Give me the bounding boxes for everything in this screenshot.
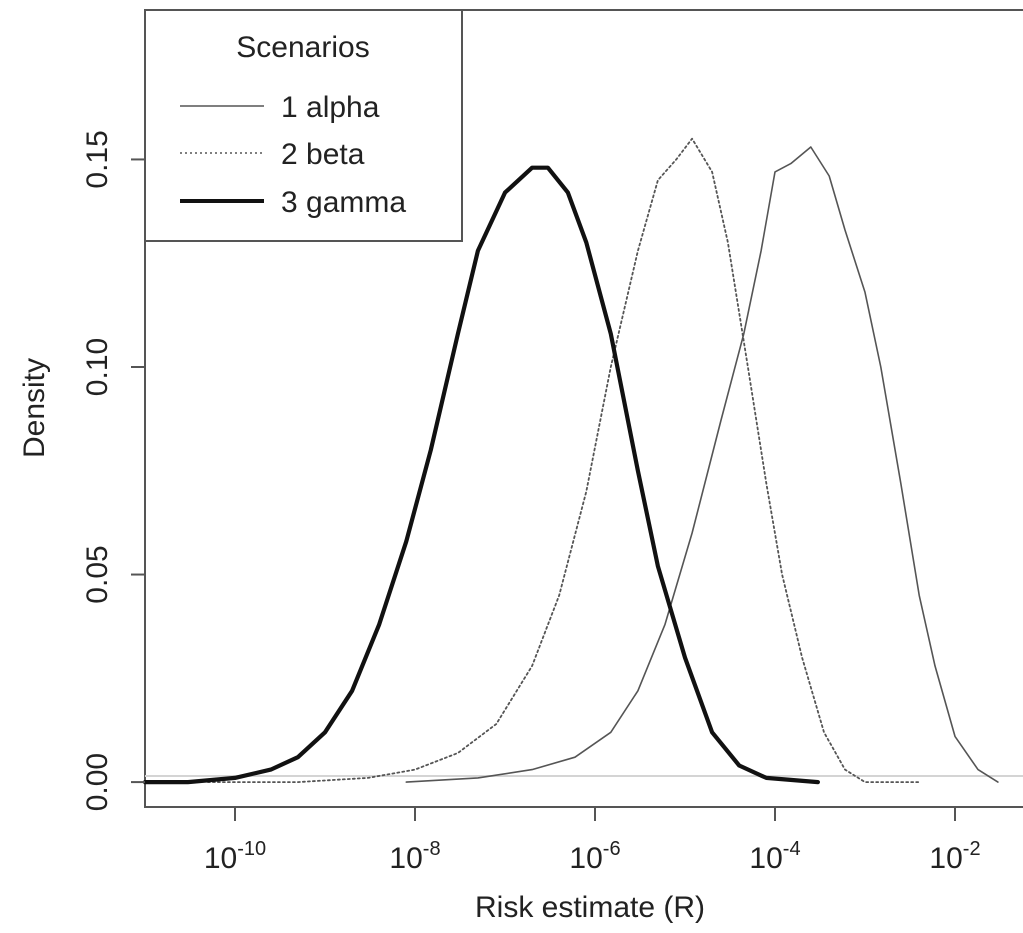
legend: Scenarios 1 alpha 2 beta 3 gamma [144,9,463,242]
x-tick-exponent: -6 [603,838,621,860]
x-tick-label: 10-10 [204,838,266,875]
y-tick-label: 0.00 [81,753,114,811]
series-line-alpha [405,146,999,783]
x-tick-label: 10-2 [929,838,980,875]
series-line-beta [206,137,921,783]
series-layer [142,137,999,785]
y-tick-label: 0.05 [81,545,114,603]
legend-label-gamma: 3 gamma [281,186,406,219]
legend-item-alpha: 1 alpha [180,91,380,124]
x-tick-label: 10-8 [389,838,440,875]
y-axis: 0.00 0.05 0.10 0.15 [81,130,145,811]
x-tick-base: 10 [204,842,237,875]
x-tick-exponent: -8 [423,838,441,860]
x-tick-base: 10 [389,842,422,875]
x-tick-exponent: -2 [963,838,981,860]
x-tick-base: 10 [749,842,782,875]
x-tick-exponent: -4 [783,838,801,860]
series-line-gamma [142,165,821,785]
x-tick-label: 10-4 [749,838,800,875]
x-axis: 10-10 10-8 10-6 10-4 10-2 [204,806,981,875]
x-axis-title: Risk estimate (R) [475,891,705,924]
y-tick-label: 0.15 [81,130,114,188]
legend-item-gamma: 3 gamma [180,186,406,219]
legend-label-beta: 2 beta [281,138,365,171]
y-tick-label: 0.10 [81,338,114,396]
x-tick-exponent: -10 [237,838,266,860]
x-tick-base: 10 [929,842,962,875]
legend-title: Scenarios [236,31,369,64]
legend-item-beta: 2 beta [180,138,365,171]
x-tick-label: 10-6 [569,838,620,875]
y-axis-title: Density [18,358,51,458]
x-tick-base: 10 [569,842,602,875]
legend-label-alpha: 1 alpha [281,91,380,124]
